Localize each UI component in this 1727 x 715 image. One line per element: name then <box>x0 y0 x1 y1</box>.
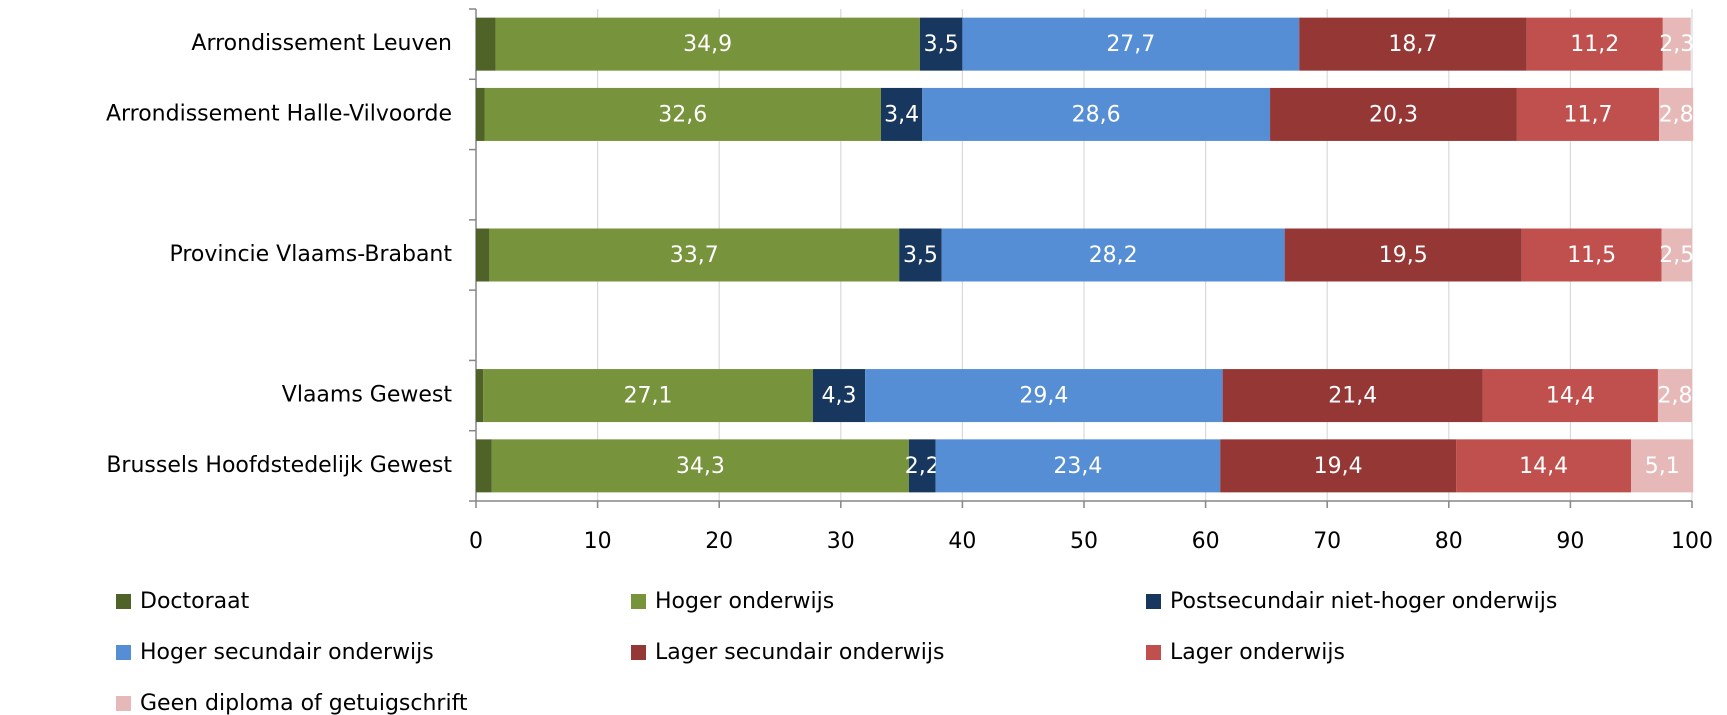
bar-segment <box>908 439 936 493</box>
x-tick-label: 80 <box>1435 529 1463 554</box>
category-label: Provincie Vlaams-Brabant <box>169 242 452 267</box>
x-tick-label: 40 <box>948 529 976 554</box>
value-label: 11,5 <box>1567 243 1616 268</box>
bar-segment <box>1284 228 1522 282</box>
legend-label: Geen diploma of getuigschrift <box>140 691 468 715</box>
value-label: 19,4 <box>1314 454 1363 479</box>
value-label: 34,3 <box>676 454 725 479</box>
value-label: 2,5 <box>1659 243 1694 268</box>
value-label: 23,4 <box>1053 454 1102 479</box>
bar-segment <box>489 228 900 282</box>
bar-segment <box>1516 87 1660 141</box>
category-label: Arrondissement Leuven <box>191 31 452 56</box>
bar-segment <box>1270 87 1517 141</box>
bar-segment <box>1220 439 1457 493</box>
category-label: Brussels Hoofdstedelijk Gewest <box>106 453 452 478</box>
legend-label: Postsecundair niet-hoger onderwijs <box>1170 589 1557 614</box>
value-label: 2,3 <box>1659 32 1694 57</box>
x-tick-label: 30 <box>827 529 855 554</box>
bar-segment <box>483 369 813 423</box>
bar-segment <box>476 369 484 423</box>
value-label: 2,8 <box>1657 384 1692 409</box>
bar-segment <box>476 439 492 493</box>
value-label: 28,2 <box>1089 243 1138 268</box>
value-label: 3,5 <box>924 32 959 57</box>
bar-segment <box>484 87 881 141</box>
bar-segment <box>941 228 1285 282</box>
bar-segment <box>1299 17 1527 71</box>
bar-segment <box>865 369 1223 423</box>
x-tick-label: 10 <box>584 529 612 554</box>
value-label: 29,4 <box>1019 384 1068 409</box>
bar-segment <box>1521 228 1662 282</box>
x-tick-label: 0 <box>469 529 483 554</box>
bar-segment <box>491 439 909 493</box>
value-label: 28,6 <box>1072 102 1121 127</box>
bar-segment <box>1631 439 1694 493</box>
bar-segment <box>1661 228 1692 282</box>
legend-label: Lager secundair onderwijs <box>655 640 944 665</box>
bar-segment <box>812 369 866 423</box>
legend-swatch <box>116 645 131 660</box>
bar-segment <box>495 17 920 71</box>
bar-segment <box>899 228 942 282</box>
value-label: 2,2 <box>905 454 940 479</box>
value-label: 11,2 <box>1570 32 1619 57</box>
value-label: 14,4 <box>1546 384 1595 409</box>
value-label: 21,4 <box>1328 384 1377 409</box>
value-label: 27,7 <box>1106 32 1155 57</box>
bar-segment <box>476 87 485 141</box>
bar-segment <box>476 228 490 282</box>
value-label: 20,3 <box>1369 102 1418 127</box>
legend-swatch <box>116 696 131 711</box>
value-label: 11,7 <box>1564 102 1613 127</box>
value-label: 5,1 <box>1645 454 1680 479</box>
bar-segment <box>1657 369 1692 423</box>
category-label: Arrondissement Halle-Vilvoorde <box>106 101 452 126</box>
category-label: Vlaams Gewest <box>282 383 453 408</box>
value-label: 27,1 <box>624 384 673 409</box>
legend-label: Hoger onderwijs <box>655 589 834 614</box>
legend-swatch <box>631 594 646 609</box>
bar-segment <box>476 17 496 71</box>
bar-segment <box>1482 369 1658 423</box>
x-tick-label: 90 <box>1556 529 1584 554</box>
legend-swatch <box>1146 645 1161 660</box>
bar-segment <box>880 87 923 141</box>
legend-swatch <box>116 594 131 609</box>
x-tick-label: 60 <box>1192 529 1220 554</box>
legend-label: Doctoraat <box>140 589 250 614</box>
legend-label: Hoger secundair onderwijs <box>140 640 434 665</box>
bar-segment <box>1222 369 1483 423</box>
value-label: 32,6 <box>658 102 707 127</box>
value-label: 4,3 <box>821 384 856 409</box>
x-tick-label: 100 <box>1671 529 1713 554</box>
value-label: 3,5 <box>903 243 938 268</box>
bar-segment <box>935 439 1221 493</box>
x-tick-label: 50 <box>1070 529 1098 554</box>
legend-swatch <box>1146 594 1161 609</box>
legend-label: Lager onderwijs <box>1170 640 1345 665</box>
value-label: 2,8 <box>1659 102 1694 127</box>
value-label: 34,9 <box>683 32 732 57</box>
bar-segment <box>1662 17 1691 71</box>
value-label: 33,7 <box>670 243 719 268</box>
x-tick-label: 20 <box>705 529 733 554</box>
bar-segment <box>1456 439 1632 493</box>
bar-segment <box>962 17 1300 71</box>
x-tick-label: 70 <box>1313 529 1341 554</box>
bar-segment <box>1659 87 1694 141</box>
value-label: 14,4 <box>1519 454 1568 479</box>
bar-segment <box>1526 17 1663 71</box>
value-label: 19,5 <box>1379 243 1428 268</box>
value-label: 18,7 <box>1388 32 1437 57</box>
legend-swatch <box>631 645 646 660</box>
value-label: 3,4 <box>884 102 919 127</box>
bar-segment <box>919 17 963 71</box>
bar-segment <box>922 87 1271 141</box>
